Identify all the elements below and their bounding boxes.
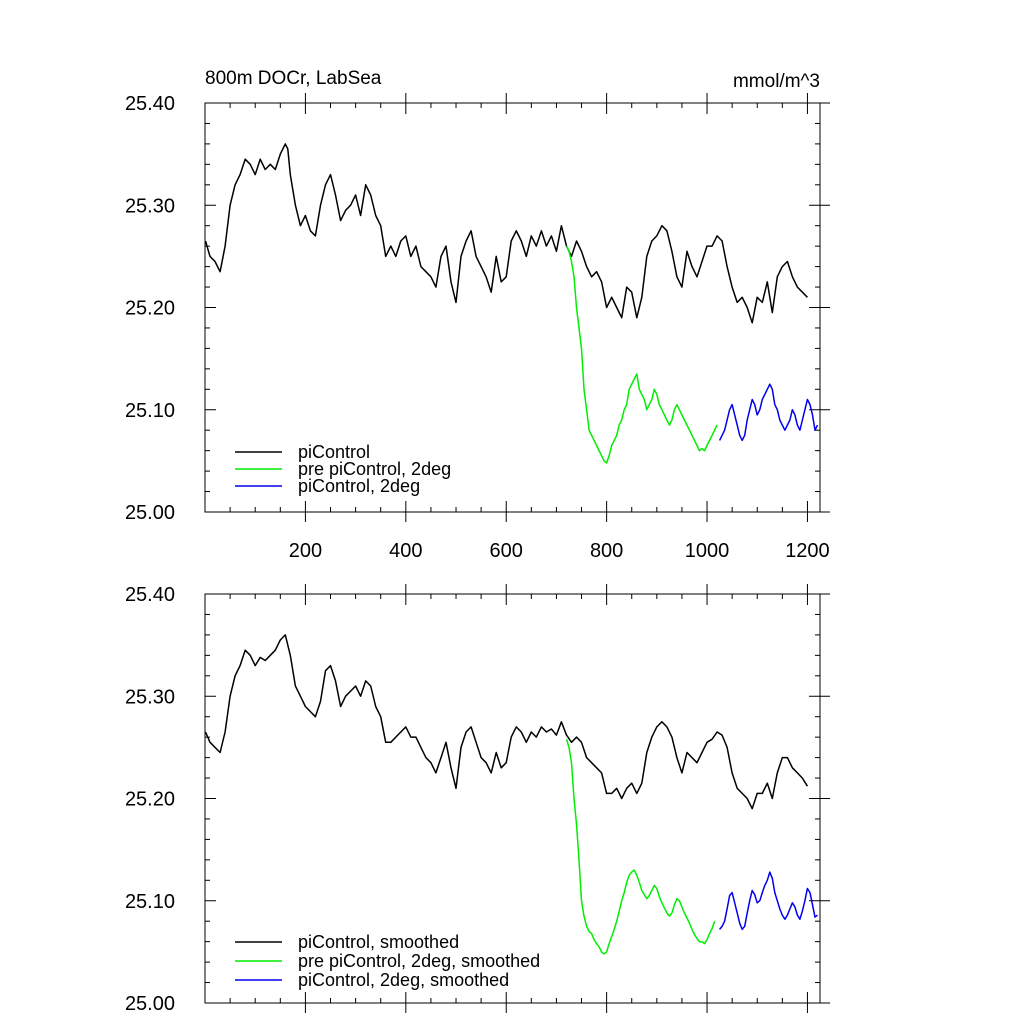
bottom-y-tick-label: 25.00 (125, 993, 175, 1015)
panel-bottom: 25.00 25.10 25.20 25.30 25.40 piControl, smoo… (125, 584, 830, 1015)
bottom-legend-label-1: pre piControl, 2deg, smoothed (298, 951, 540, 971)
top-series-line-0 (204, 143, 808, 324)
top-x-tick-label: 800 (590, 540, 623, 562)
bottom-legend-label-2: piControl, 2deg, smoothed (298, 970, 509, 990)
bottom-legend-label-0: piControl, smoothed (298, 932, 459, 952)
top-y-tick-label: 25.00 (125, 502, 175, 524)
panel-top-title-right: mmol/m^3 (733, 71, 820, 92)
top-legend-label-0: piControl (298, 442, 370, 462)
top-x-tick-label: 600 (490, 540, 523, 562)
bottom-y-tick-label: 25.40 (125, 584, 175, 606)
top-y-tick-label: 25.40 (125, 93, 175, 115)
bottom-y-tick-label: 25.30 (125, 686, 175, 708)
top-x-tick-label: 400 (389, 540, 422, 562)
panel-top-title-left: 800m DOCr, LabSea (205, 68, 382, 89)
top-legend-label-1: pre piControl, 2deg (298, 459, 451, 479)
bottom-y-tick-label: 25.20 (125, 789, 175, 811)
top-x-tick-label: 1200 (785, 540, 830, 562)
top-series-line-2 (718, 383, 819, 442)
bottom-series-line-1 (565, 738, 716, 955)
top-y-tick-label: 25.30 (125, 195, 175, 217)
panel-top: 800m DOCr, LabSea mmol/m^3 200 400 600 800 1… (125, 68, 830, 562)
top-series-line-1 (565, 245, 718, 464)
top-legend-label-2: piControl, 2deg (298, 476, 420, 496)
top-y-tick-label: 25.10 (125, 400, 175, 422)
bottom-y-tick-label: 25.10 (125, 891, 175, 913)
bottom-series-line-0 (204, 634, 809, 810)
bottom-series-line-2 (719, 871, 818, 931)
top-x-tick-label: 1000 (685, 540, 730, 562)
top-y-tick-label: 25.20 (125, 298, 175, 320)
top-x-tick-label: 200 (289, 540, 322, 562)
